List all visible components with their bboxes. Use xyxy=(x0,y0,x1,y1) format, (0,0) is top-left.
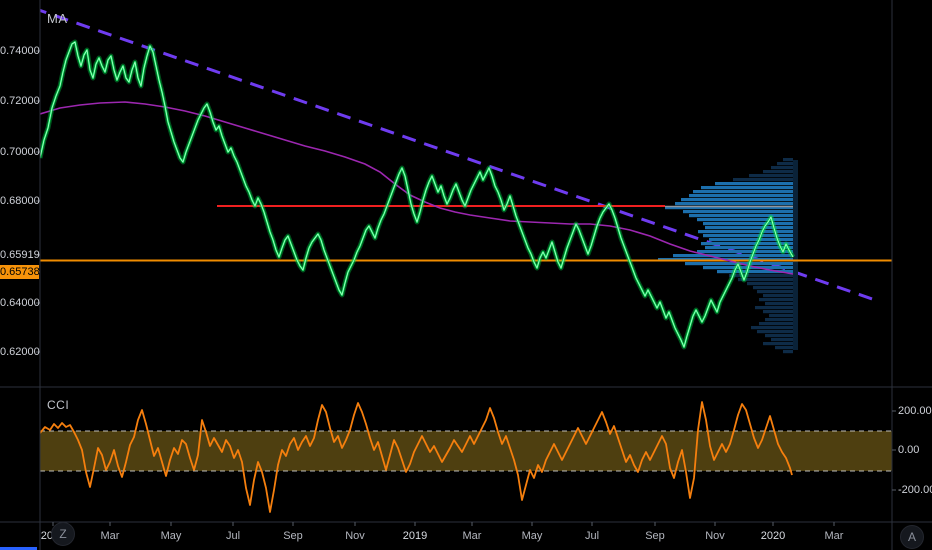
loading-progress-bar xyxy=(0,547,37,550)
price-axis-label: 0.68000 xyxy=(0,195,40,207)
time-axis-label: 2019 xyxy=(402,530,428,542)
price-axis-label: 0.64000 xyxy=(0,297,40,309)
time-axis-label: 2020 xyxy=(760,530,786,542)
cci-axis-label: 0.00 xyxy=(898,444,920,456)
price-axis-label: 0.72000 xyxy=(0,95,40,107)
cci-indicator-label[interactable]: CCI xyxy=(47,398,70,412)
ma-indicator-label[interactable]: MA xyxy=(47,11,68,26)
timezone-button[interactable]: Z xyxy=(51,522,75,546)
time-axis-label: Sep xyxy=(283,530,303,542)
time-axis-label: Mar xyxy=(824,530,844,542)
price-axis-label: 0.74000 xyxy=(0,45,40,57)
time-axis-label: Jul xyxy=(584,530,600,542)
time-axis-label: May xyxy=(160,530,182,542)
time-axis-label: Nov xyxy=(345,530,365,542)
time-axis-label: Sep xyxy=(645,530,665,542)
price-axis-label: 0.62000 xyxy=(0,346,40,358)
time-axis-label: Nov xyxy=(705,530,725,542)
price-axis-label: 0.65919 xyxy=(0,249,40,261)
time-axis-label: May xyxy=(521,530,543,542)
cci-axis-label: -200.00 xyxy=(898,484,932,496)
price-axis-label: 0.70000 xyxy=(0,146,40,158)
auto-scale-button[interactable]: A xyxy=(900,525,924,549)
time-axis-label: Mar xyxy=(100,530,120,542)
time-axis-label: Mar xyxy=(462,530,482,542)
time-axis-label: Jul xyxy=(225,530,241,542)
cci-axis-label: 200.00 xyxy=(898,405,932,417)
last-price-badge: 0.65738 xyxy=(0,265,40,279)
